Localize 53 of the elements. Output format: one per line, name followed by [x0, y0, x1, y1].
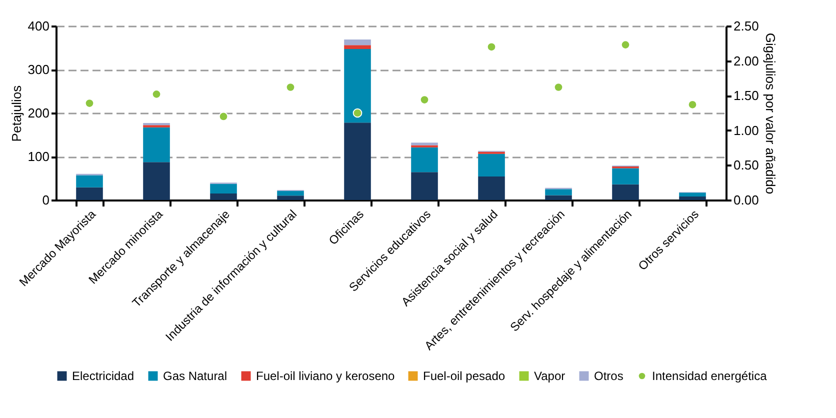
bar: [679, 192, 706, 197]
point: [486, 42, 496, 52]
bar: [344, 45, 371, 50]
y2-tick-label: 1.00: [734, 122, 759, 138]
bar: [143, 162, 170, 200]
y-axis-title: Petajulios: [8, 84, 24, 142]
y-tick-label: 300: [28, 62, 50, 77]
legend-label: Otros: [594, 369, 624, 383]
point: [286, 82, 296, 92]
point: [620, 40, 630, 50]
bar: [545, 195, 572, 200]
point: [688, 100, 698, 110]
y-tick-label: 200: [28, 106, 50, 120]
y-tick-label: 0: [42, 192, 50, 208]
bar: [277, 196, 304, 200]
bar: [344, 39, 371, 46]
y2-tick-label: 1.50: [734, 88, 759, 104]
bar: [411, 147, 438, 172]
bar: [344, 122, 371, 200]
bar: [143, 127, 170, 162]
y2-tick-label: 2.50: [734, 18, 759, 34]
point: [352, 108, 362, 118]
bar: [478, 154, 505, 177]
bar: [411, 142, 438, 146]
bar: [545, 189, 572, 196]
legend-label: Gas Natural: [163, 369, 228, 383]
legend-label: Vapor: [534, 369, 566, 383]
y2-tick-label: 2.00: [734, 53, 759, 68]
y-tick-label: 100: [28, 149, 50, 164]
y2-axis-title: Gigajulios por valor añadido: [762, 32, 778, 194]
bar: [344, 49, 371, 123]
legend-label: Intensidad energética: [652, 369, 768, 383]
bar: [612, 184, 639, 200]
point: [84, 98, 94, 108]
y-tick-label: 400: [28, 18, 50, 34]
point: [152, 90, 162, 99]
bar: [76, 175, 103, 188]
point: [218, 112, 228, 122]
point: [554, 82, 564, 92]
legend-label: Electricidad: [72, 369, 134, 383]
bar: [210, 184, 237, 194]
bar: [612, 168, 639, 184]
bar: [277, 190, 304, 196]
bar: [210, 193, 237, 200]
y2-tick-label: 0.00: [734, 192, 759, 208]
y2-tick-label: 0.50: [734, 158, 759, 173]
bar: [478, 176, 505, 200]
bar: [411, 172, 438, 200]
legend-label: Fuel-oil liviano y keroseno: [256, 369, 396, 383]
legend-label: Fuel-oil pesado: [423, 369, 506, 383]
bar: [679, 196, 706, 200]
bar: [76, 187, 103, 200]
point: [420, 95, 430, 104]
